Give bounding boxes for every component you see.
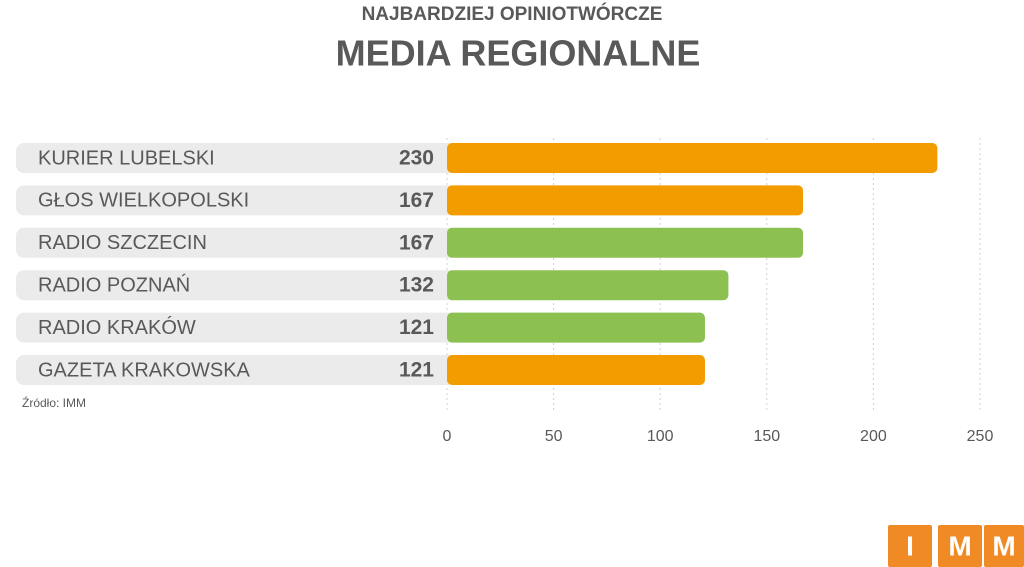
- bar: [447, 227, 804, 258]
- chart-title: MEDIA REGIONALNE: [336, 33, 701, 74]
- label-background: [16, 312, 456, 343]
- bar: [447, 143, 938, 173]
- source-note: Źródło: IMM: [22, 395, 86, 410]
- category-label: RADIO SZCZECIN: [38, 232, 207, 254]
- bar: [447, 355, 705, 385]
- value-label: 167: [399, 231, 434, 254]
- logo-box: [938, 525, 982, 567]
- x-tick-label: 0: [443, 428, 452, 445]
- value-label: 121: [399, 316, 434, 339]
- label-background: [16, 227, 456, 258]
- x-tick-label: 150: [753, 428, 780, 445]
- category-label: KURIER LUBELSKI: [38, 147, 215, 169]
- category-label: RADIO KRAKÓW: [38, 316, 196, 339]
- chart-subtitle: NAJBARDZIEJ OPINIOTWÓRCZE: [362, 3, 663, 25]
- x-tick-label: 250: [967, 428, 994, 445]
- label-background: [16, 185, 456, 216]
- bar: [447, 270, 729, 301]
- value-label: 167: [399, 189, 434, 212]
- logo-box: [984, 525, 1024, 567]
- value-label: 230: [399, 147, 434, 170]
- value-label: 132: [399, 274, 434, 297]
- x-tick-label: 100: [647, 428, 674, 445]
- label-background: [16, 143, 456, 173]
- category-label: GAZETA KRAKOWSKA: [38, 359, 251, 381]
- bar: [447, 312, 705, 343]
- logo-letter: I: [906, 530, 914, 561]
- x-tick-label: 50: [545, 428, 563, 445]
- logo-letter: M: [992, 530, 1015, 561]
- category-label: GŁOS WIELKOPOLSKI: [38, 190, 249, 212]
- logo-letter: M: [948, 530, 971, 561]
- label-background: [16, 355, 456, 385]
- label-background: [16, 270, 456, 301]
- category-label: RADIO POZNAŃ: [38, 273, 190, 296]
- value-label: 121: [399, 359, 434, 382]
- bar: [447, 185, 804, 216]
- logo-box: [888, 525, 932, 567]
- x-tick-label: 200: [860, 428, 887, 445]
